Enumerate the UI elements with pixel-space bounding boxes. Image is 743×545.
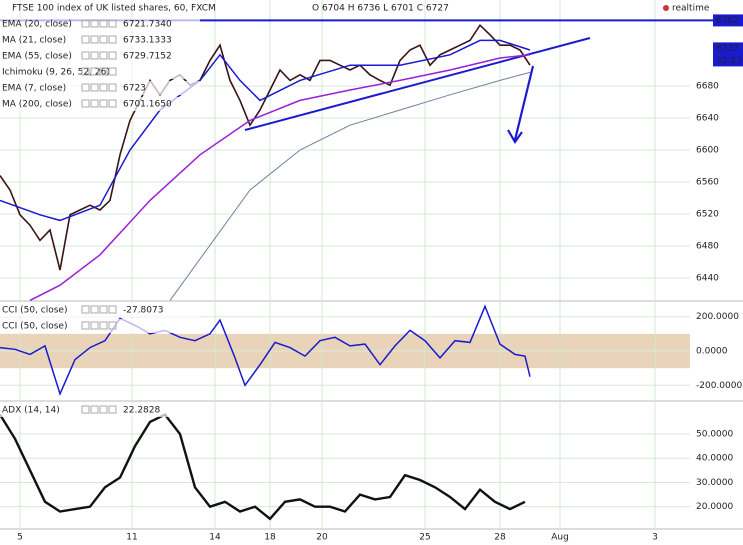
- y-tick-label: 30.0000: [696, 478, 733, 488]
- legend-icon: [90, 83, 99, 92]
- legend-name: EMA (7, close): [2, 84, 66, 94]
- countdown-label: 35:23: [716, 56, 742, 66]
- x-tick-label: 5: [17, 533, 23, 543]
- legend-icon: [108, 51, 117, 60]
- legend-value: 6733.1333: [123, 36, 172, 46]
- legend-icon: [108, 67, 117, 76]
- legend-icon: [81, 321, 90, 330]
- legend-icon: [81, 305, 90, 314]
- legend-name: Ichimoku (9, 26, 52, 26): [2, 68, 110, 78]
- legend-value: 6721.7340: [123, 20, 172, 30]
- price-tag-label: 6762: [716, 16, 739, 26]
- legend-icon: [99, 67, 108, 76]
- legend-icon: [108, 83, 117, 92]
- indicator-line: [169, 71, 531, 301]
- legend-icon: [90, 99, 99, 108]
- legend-icon: [108, 99, 117, 108]
- legend-icon: [81, 35, 90, 44]
- x-tick-label: 11: [126, 533, 137, 543]
- y-tick-label: 6480: [696, 242, 719, 252]
- legend-icon: [108, 19, 117, 28]
- y-tick-label: 6520: [696, 210, 719, 220]
- legend-icon: [81, 405, 90, 414]
- realtime-dot: [663, 5, 669, 11]
- legend-name: ADX (14, 14): [2, 406, 60, 416]
- y-tick-label: 200.0000: [696, 312, 739, 322]
- y-tick-label: 6600: [696, 146, 719, 156]
- indicator-line: [0, 39, 531, 222]
- legend-value: 22.2828: [123, 406, 160, 416]
- price-line: [0, 23, 531, 271]
- y-tick-label: 20.0000: [696, 502, 733, 512]
- x-tick-label: 3: [652, 533, 658, 543]
- y-tick-label: 40.0000: [696, 454, 733, 464]
- x-tick-label: 20: [316, 533, 328, 543]
- y-tick-label: 6680: [696, 82, 719, 92]
- x-tick-label: 25: [419, 533, 430, 543]
- legend-value: 6729.7152: [123, 52, 172, 62]
- legend-icon: [81, 19, 90, 28]
- ohlc-label: O 6704 H 6736 L 6701 C 6727: [312, 4, 449, 14]
- legend-icon: [108, 321, 117, 330]
- last-price-label: 6727: [716, 44, 739, 54]
- legend-icon: [90, 67, 99, 76]
- indicator-line: [0, 304, 531, 397]
- y-tick-label: 50.0000: [696, 429, 733, 439]
- legend-icon: [99, 305, 108, 314]
- legend-icon: [99, 321, 108, 330]
- y-tick-label: 0.0000: [696, 347, 728, 357]
- down-arrow: [507, 65, 535, 145]
- y-tick-label: 6560: [696, 178, 719, 188]
- legend-name: EMA (20, close): [2, 20, 72, 30]
- x-tick-label: Aug: [551, 533, 569, 543]
- indicator-line: [29, 54, 531, 302]
- legend-icon: [81, 51, 90, 60]
- legend-value: -27.8073: [123, 306, 163, 316]
- trendline: [244, 37, 591, 131]
- legend-icon: [99, 83, 108, 92]
- legend-icon: [108, 305, 117, 314]
- legend-icon: [81, 99, 90, 108]
- legend-icon: [99, 19, 108, 28]
- legend-icon: [90, 19, 99, 28]
- x-tick-label: 14: [209, 533, 221, 543]
- legend-icon: [99, 99, 108, 108]
- indicator-line: [0, 413, 526, 521]
- legend-name: EMA (55, close): [2, 52, 72, 62]
- legend-value: 6701.1650: [123, 100, 172, 110]
- y-tick-label: 6640: [696, 114, 719, 124]
- legend-name: CCI (50, close): [2, 322, 67, 332]
- legend-icon: [99, 35, 108, 44]
- legend-icon: [90, 405, 99, 414]
- legend-name: CCI (50, close): [2, 306, 67, 316]
- y-tick-label: -200.0000: [696, 381, 742, 391]
- legend-icon: [108, 405, 117, 414]
- y-tick-label: 6440: [696, 274, 719, 284]
- legend-icon: [90, 35, 99, 44]
- legend-icon: [90, 51, 99, 60]
- legend-icon: [90, 321, 99, 330]
- legend-name: MA (21, close): [2, 36, 66, 46]
- legend-icon: [99, 51, 108, 60]
- legend-name: MA (200, close): [2, 100, 72, 110]
- legend-icon: [108, 35, 117, 44]
- realtime-label: realtime: [672, 4, 710, 14]
- last-price-tag: [713, 42, 743, 67]
- legend-icon: [90, 305, 99, 314]
- chart-title: FTSE 100 index of UK listed shares, 60, …: [12, 4, 216, 14]
- legend-value: 6723: [123, 84, 146, 94]
- legend-icon: [81, 67, 90, 76]
- legend-icon: [81, 83, 90, 92]
- x-tick-label: 28: [494, 533, 506, 543]
- price-tag: [713, 14, 743, 27]
- x-tick-label: 18: [264, 533, 276, 543]
- legend-icon: [99, 405, 108, 414]
